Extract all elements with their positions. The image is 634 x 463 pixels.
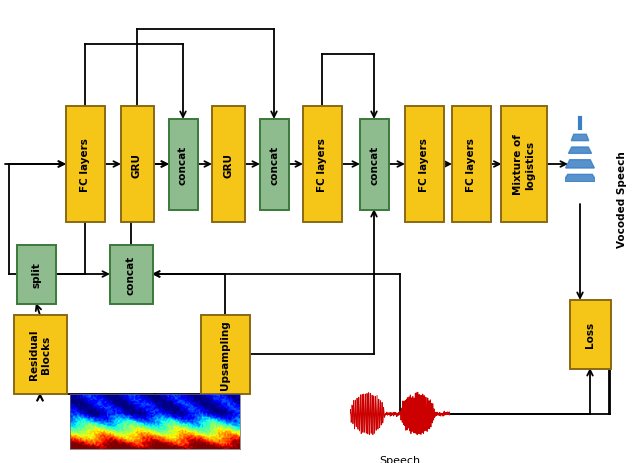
- Text: FC layers: FC layers: [80, 138, 90, 192]
- Text: FC layers: FC layers: [466, 138, 476, 192]
- Text: Speech: Speech: [379, 456, 420, 463]
- Text: concat: concat: [269, 145, 279, 184]
- FancyBboxPatch shape: [404, 107, 444, 223]
- Polygon shape: [566, 160, 594, 169]
- Text: Loss: Loss: [585, 321, 595, 347]
- Polygon shape: [571, 135, 589, 141]
- FancyBboxPatch shape: [212, 107, 245, 223]
- FancyBboxPatch shape: [302, 107, 342, 223]
- Polygon shape: [563, 175, 597, 182]
- Text: concat: concat: [178, 145, 188, 184]
- Text: GRU: GRU: [223, 152, 233, 177]
- Text: Residual
Blocks: Residual Blocks: [29, 329, 51, 380]
- Text: FC layers: FC layers: [317, 138, 327, 192]
- Text: GRU: GRU: [132, 152, 142, 177]
- FancyBboxPatch shape: [169, 119, 198, 210]
- Text: concat: concat: [126, 255, 136, 294]
- FancyBboxPatch shape: [501, 107, 547, 223]
- FancyBboxPatch shape: [451, 107, 491, 223]
- FancyBboxPatch shape: [16, 245, 56, 304]
- Text: Vocoded Speech: Vocoded Speech: [617, 151, 627, 248]
- FancyBboxPatch shape: [259, 119, 288, 210]
- Polygon shape: [569, 148, 592, 154]
- Text: split: split: [31, 262, 41, 288]
- FancyBboxPatch shape: [569, 300, 611, 369]
- Text: Upsampling: Upsampling: [220, 319, 230, 389]
- Text: FC layers: FC layers: [419, 138, 429, 192]
- FancyBboxPatch shape: [65, 107, 105, 223]
- FancyBboxPatch shape: [13, 315, 67, 394]
- Text: concat: concat: [369, 145, 379, 184]
- FancyBboxPatch shape: [359, 119, 389, 210]
- FancyBboxPatch shape: [200, 315, 250, 394]
- FancyBboxPatch shape: [110, 245, 153, 304]
- Text: Mixture of
logistics: Mixture of logistics: [513, 134, 535, 195]
- FancyBboxPatch shape: [120, 107, 153, 223]
